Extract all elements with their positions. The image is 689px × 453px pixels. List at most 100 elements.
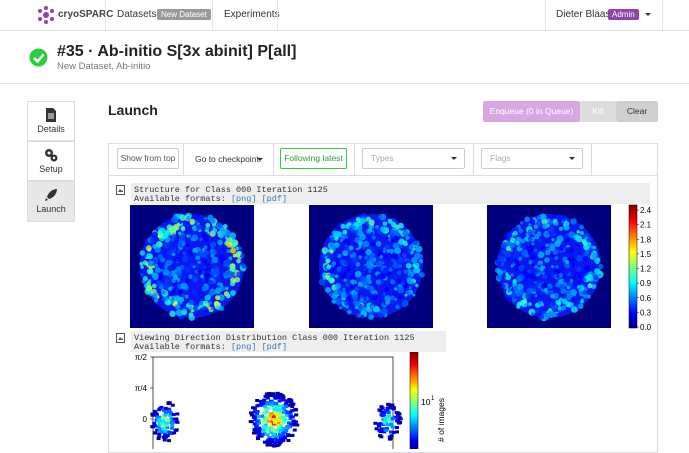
tab[interactable]: Details [27,101,75,141]
hex-bin [284,405,289,409]
hex-bin [376,422,381,426]
density-speck [212,265,217,269]
hex-bin [386,403,391,407]
density-speck [359,217,367,225]
hex-bin [386,410,391,414]
formats: Available formats: [png] [pdf] [134,194,287,204]
hex-bin [163,411,168,415]
density-speck [398,222,404,229]
density-speck [533,248,538,253]
density-speck [513,226,520,232]
hex-bin [274,443,279,447]
nav-link[interactable]: Datasets [117,9,157,20]
density-speck [365,262,372,269]
density-speck [400,281,405,286]
density-speck [531,312,535,316]
density-speck [394,287,398,291]
density-speck [548,221,553,225]
brand[interactable]: cryoSPARC [58,9,114,20]
density-speck [224,259,231,266]
link[interactable]: [png] [230,342,257,352]
density-speck [171,252,176,257]
density-speck [164,265,168,269]
density-speck [139,250,146,256]
density-speck [151,283,157,289]
nav-link[interactable]: Experiments [224,9,280,20]
density-speck [507,289,511,293]
caret[interactable] [645,13,651,16]
checkpoint-dropdown[interactable]: Go to checkpoint: [195,154,261,164]
hex-bin [254,424,259,428]
icon [45,149,58,162]
clear-button[interactable]: Clear [616,101,658,122]
link[interactable]: [pdf] [261,194,288,204]
density-speck [325,286,332,293]
density-speck [528,260,534,265]
density-speck [179,247,183,251]
density-speck [594,267,601,275]
density-speck [576,255,583,262]
hex-bin [382,410,387,414]
density-speck [239,252,245,258]
density-speck [501,278,506,283]
density-speck [399,244,403,249]
density-speck [209,249,214,253]
density-speck [236,258,241,264]
image-icon [116,333,125,343]
density-speck [342,229,348,235]
separator [273,143,274,175]
density-speck [364,289,369,294]
density-speck [554,256,559,260]
density-speck [543,287,548,292]
hex-bin [255,404,260,408]
density-speck [560,288,567,295]
tab-active[interactable]: Launch [27,181,75,222]
types-select[interactable]: Types [362,148,465,169]
density-speck [407,239,413,245]
hex-bin [163,413,168,417]
kill-button[interactable]: Kill [580,101,616,122]
tab[interactable]: Setup [27,141,75,181]
caret [257,158,263,161]
icon [46,108,56,122]
link[interactable]: [pdf] [261,342,288,352]
hex-bin [276,421,281,425]
logo[interactable] [37,6,55,24]
density-speck [512,278,517,284]
formats-label: Available formats: [134,194,226,204]
density-speck [519,300,526,306]
density-speck [146,281,151,286]
hex-bin [167,439,172,443]
density-speck [579,269,587,276]
density-speck [527,302,532,306]
hex-bin [273,420,278,424]
hex-bin [378,430,383,434]
density-speck [505,274,512,281]
density-speck [537,260,543,266]
density-speck [375,241,382,247]
hex-bin [257,430,262,434]
hex-bin [272,444,277,448]
hex-bin [383,421,388,425]
hex-bin [379,405,384,409]
density-speck [231,234,236,239]
enqueue-button[interactable]: Enqueue (0 in Queue) [483,101,580,122]
user-name[interactable]: Dieter Blaas [556,9,611,20]
hex-bin [280,427,285,431]
density-speck [188,299,194,306]
hex-bin [262,426,267,430]
density-speck [156,280,163,287]
following-button[interactable]: Following latest [280,148,347,169]
density-speck [524,245,530,250]
hex-bin [395,419,400,423]
density-speck [219,305,225,312]
hex-bin [156,437,161,441]
show-top-button[interactable]: Show from top [117,148,179,169]
density-speck [390,295,395,301]
link[interactable]: [png] [230,194,257,204]
hex-bin [154,412,159,416]
density-speck [579,230,584,236]
density-speck [369,285,375,291]
flags-select[interactable]: Flags [481,148,583,169]
density-speck [379,293,385,298]
